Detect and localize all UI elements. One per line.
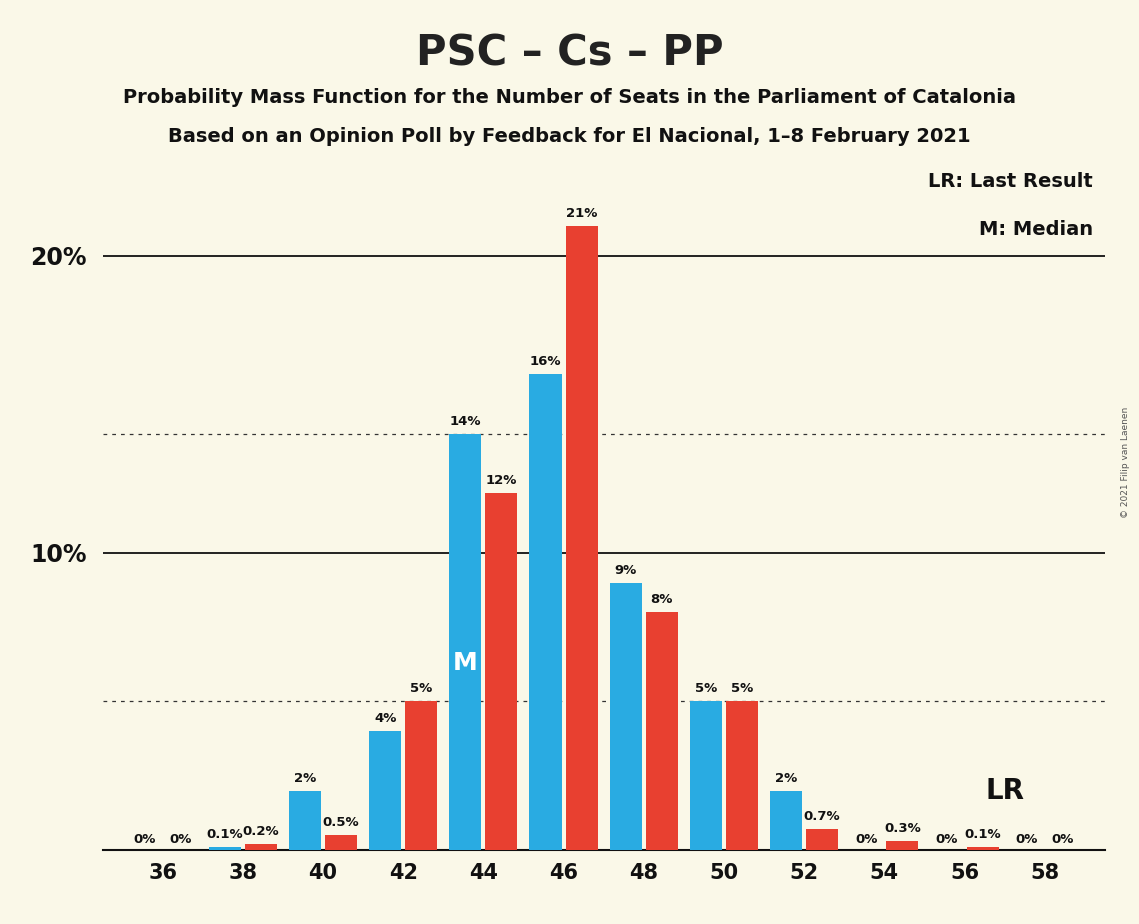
Text: 0.1%: 0.1%: [206, 828, 243, 841]
Bar: [886, 841, 918, 850]
Text: 2%: 2%: [775, 772, 797, 784]
Bar: [245, 845, 277, 850]
Text: Probability Mass Function for the Number of Seats in the Parliament of Catalonia: Probability Mass Function for the Number…: [123, 88, 1016, 107]
Text: 21%: 21%: [566, 207, 597, 220]
Bar: [726, 701, 759, 850]
Bar: [449, 434, 482, 850]
Text: 0.1%: 0.1%: [965, 828, 1001, 841]
Text: PSC – Cs – PP: PSC – Cs – PP: [416, 32, 723, 74]
Text: LR: Last Result: LR: Last Result: [928, 172, 1092, 191]
Text: M: Median: M: Median: [978, 220, 1092, 238]
Bar: [530, 374, 562, 850]
Text: LR: LR: [985, 777, 1025, 806]
Bar: [405, 701, 437, 850]
Bar: [690, 701, 722, 850]
Text: 12%: 12%: [485, 474, 517, 487]
Text: 0%: 0%: [855, 833, 877, 845]
Bar: [566, 225, 598, 850]
Bar: [289, 791, 321, 850]
Text: M: M: [453, 650, 477, 675]
Bar: [646, 613, 678, 850]
Bar: [770, 791, 802, 850]
Text: 16%: 16%: [530, 356, 562, 369]
Text: 8%: 8%: [650, 593, 673, 606]
Bar: [485, 493, 517, 850]
Text: 4%: 4%: [374, 712, 396, 725]
Text: 0%: 0%: [133, 833, 156, 845]
Text: 0.5%: 0.5%: [322, 816, 360, 829]
Text: 0%: 0%: [1051, 833, 1074, 845]
Text: 0.7%: 0.7%: [804, 810, 841, 823]
Text: Based on an Opinion Poll by Feedback for El Nacional, 1–8 February 2021: Based on an Opinion Poll by Feedback for…: [169, 127, 970, 146]
Text: 5%: 5%: [731, 683, 753, 696]
Text: 2%: 2%: [294, 772, 317, 784]
Bar: [967, 847, 999, 850]
Bar: [806, 829, 838, 850]
Text: 0%: 0%: [170, 833, 191, 845]
Text: 0%: 0%: [935, 833, 958, 845]
Text: 0%: 0%: [1016, 833, 1038, 845]
Text: 5%: 5%: [410, 683, 433, 696]
Bar: [369, 731, 401, 850]
Text: 0.2%: 0.2%: [243, 825, 279, 838]
Text: 14%: 14%: [450, 415, 481, 428]
Text: 5%: 5%: [695, 683, 718, 696]
Text: 9%: 9%: [615, 564, 637, 577]
Bar: [208, 847, 240, 850]
Bar: [609, 582, 641, 850]
Text: 0.3%: 0.3%: [884, 822, 920, 835]
Text: © 2021 Filip van Laenen: © 2021 Filip van Laenen: [1121, 407, 1130, 517]
Bar: [325, 835, 358, 850]
